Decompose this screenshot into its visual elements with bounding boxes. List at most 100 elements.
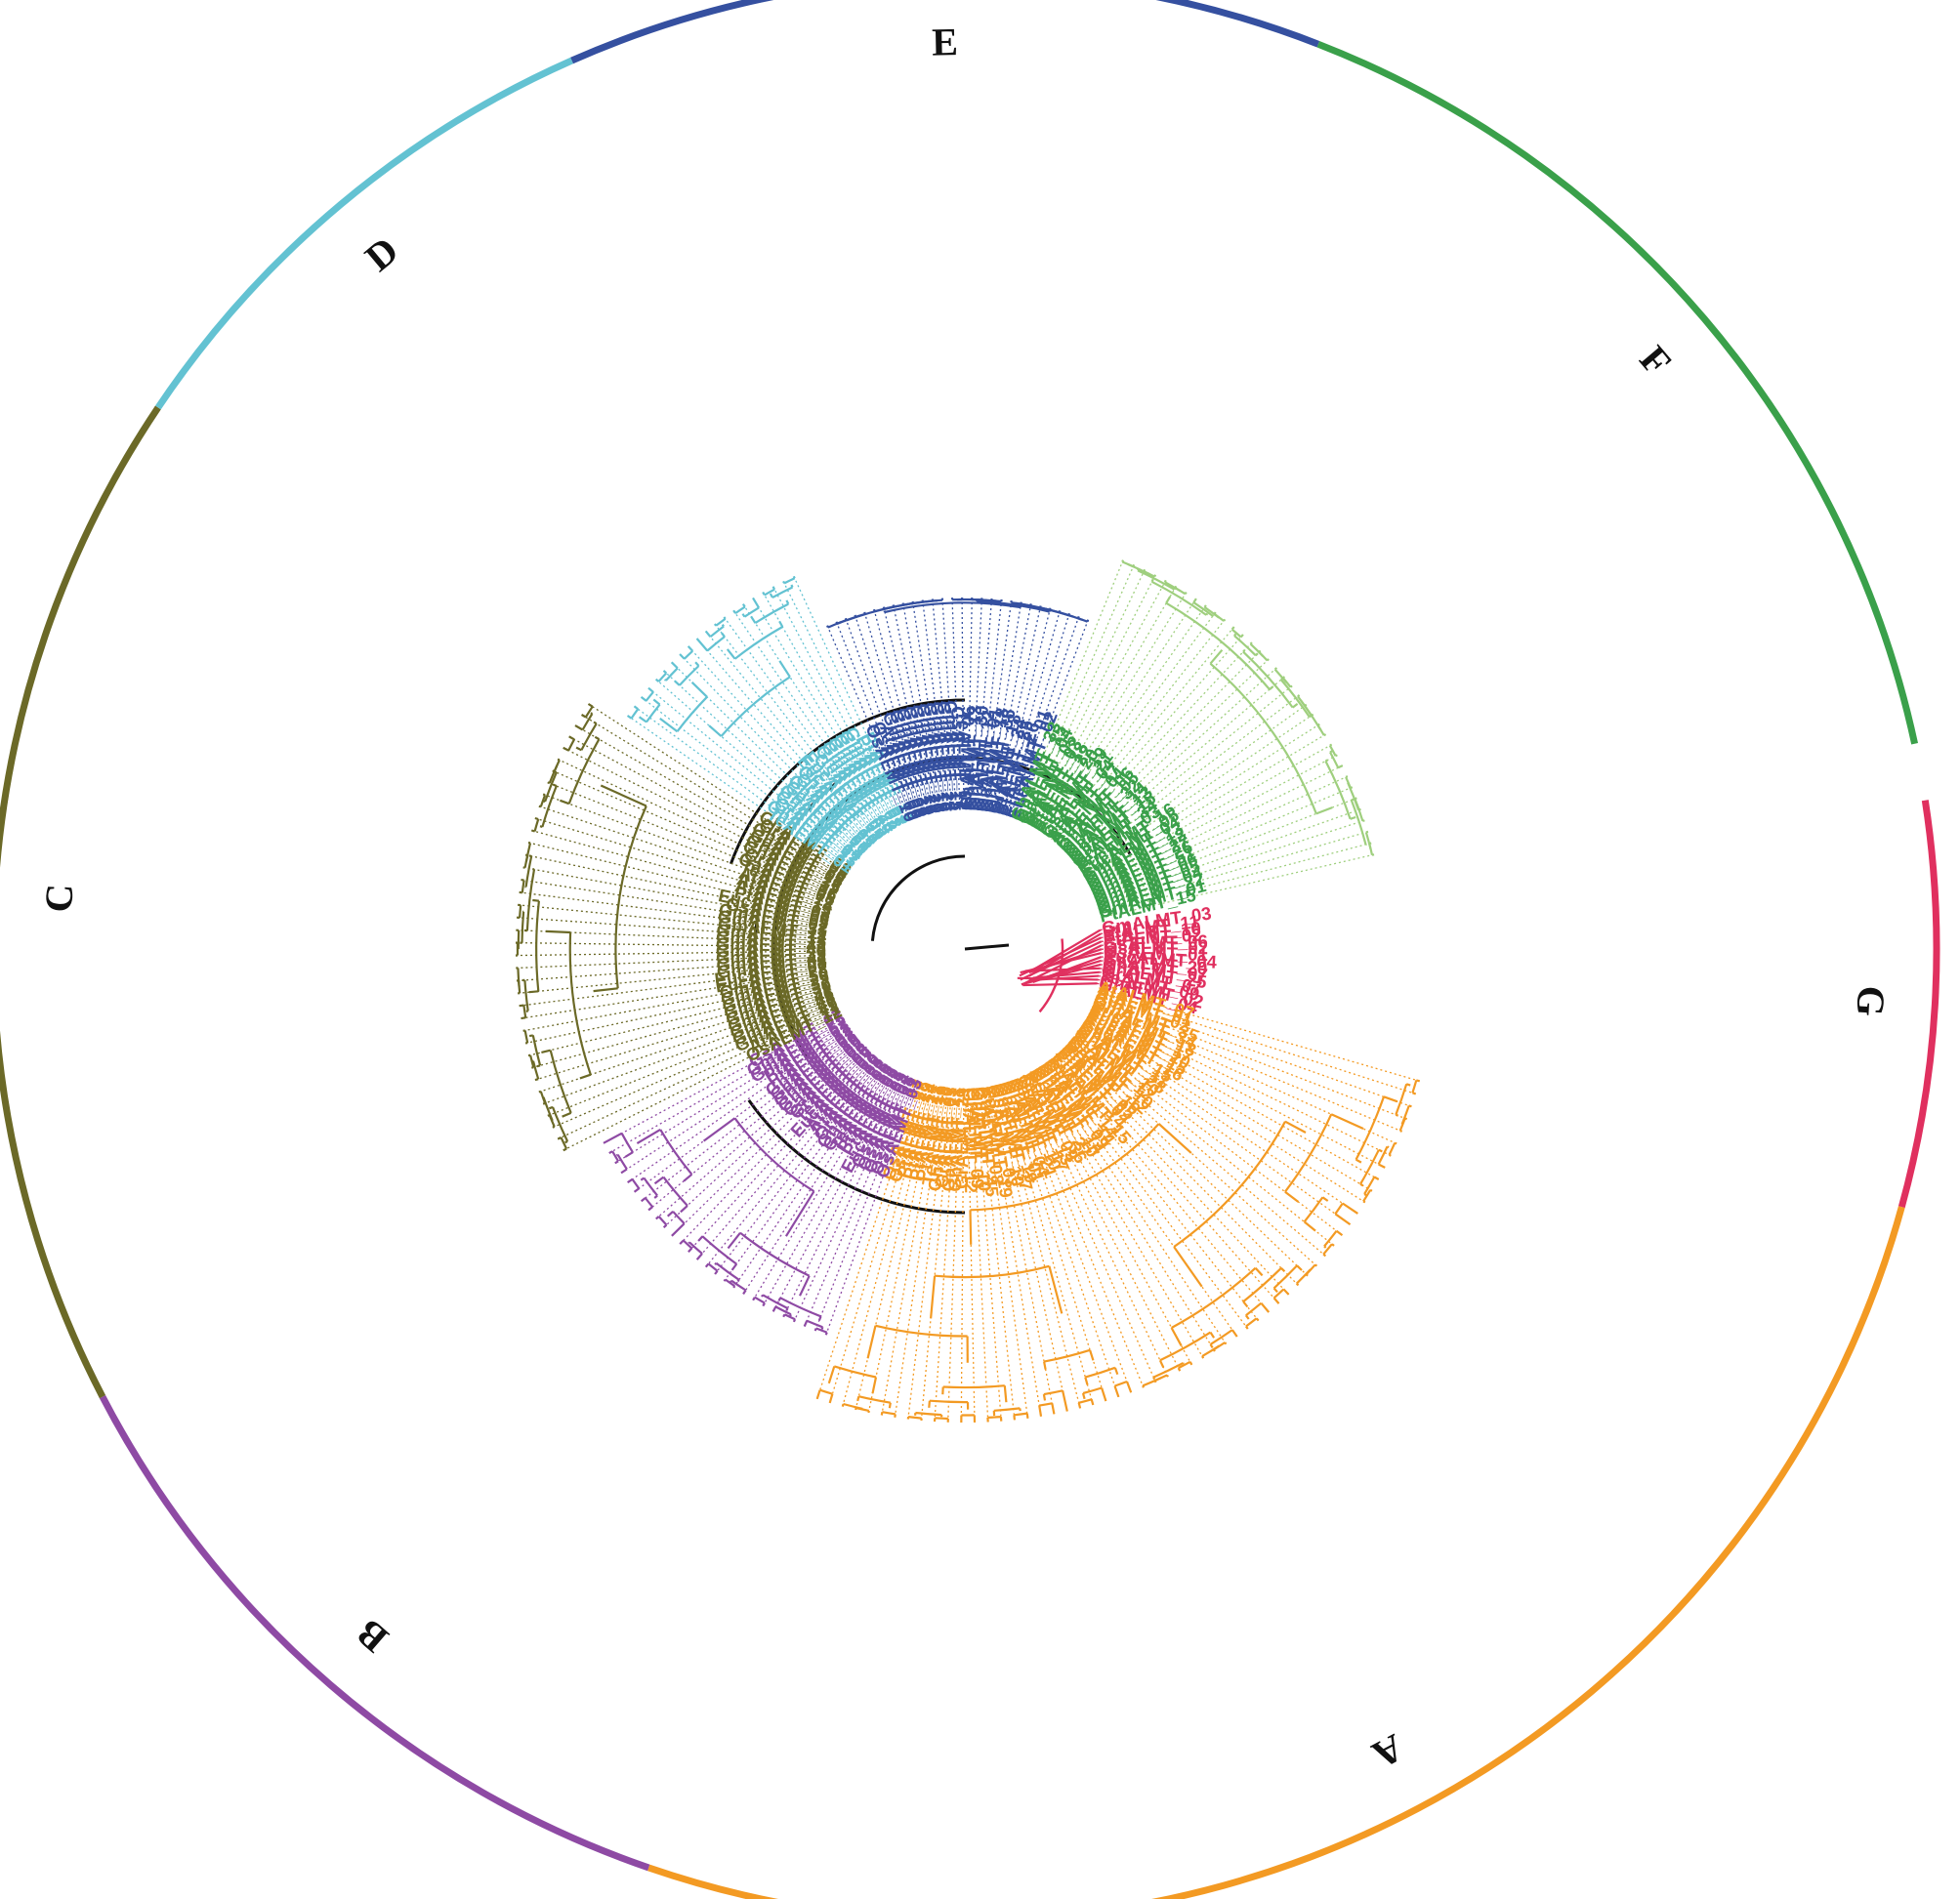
leaf-connector: [814, 1077, 915, 1332]
leaf-connector: [947, 1087, 961, 1423]
branch: [977, 599, 1050, 613]
branch: [1321, 1196, 1329, 1202]
branch: [1213, 612, 1225, 622]
branch: [875, 1324, 968, 1338]
leaf-connector: [1033, 586, 1177, 830]
leaf-connector: [1013, 1078, 1132, 1393]
leaf-connector: [1030, 580, 1167, 828]
leaf-connector: [679, 653, 869, 850]
branch: [1114, 1380, 1128, 1387]
leaf-connector: [655, 1040, 861, 1219]
branch: [523, 1030, 529, 1044]
branch: [1368, 843, 1374, 855]
branch: [653, 1194, 658, 1199]
branch: [663, 679, 667, 681]
leaf-connector: [732, 1062, 888, 1289]
branch: [915, 1411, 942, 1417]
branch: [590, 712, 593, 716]
leaf-connector: [907, 1086, 949, 1420]
branch: [771, 586, 793, 599]
branch: [1014, 1412, 1027, 1417]
leaf-connector: [1098, 978, 1101, 981]
branch: [636, 1128, 661, 1145]
leaf-connector: [1062, 650, 1262, 851]
leaf-connector: [960, 1087, 965, 1424]
branch: [1003, 1385, 1008, 1403]
leaf-connector: [804, 1076, 912, 1327]
branch: [1020, 940, 1103, 981]
branch: [785, 1307, 789, 1311]
clade-arc-f: [1316, 40, 1919, 745]
leaf-connector: [835, 621, 915, 821]
leaf-connector: [525, 853, 830, 921]
leaf-connector: [1069, 1038, 1326, 1257]
clade-arc-g: [1897, 800, 1940, 1209]
leaf-connector: [1026, 574, 1156, 826]
leaf-connector: [782, 1073, 904, 1317]
branch: [678, 665, 700, 686]
leaf-connector: [971, 598, 983, 811]
branch: [1205, 612, 1209, 616]
clade-label-b: B: [348, 1611, 396, 1662]
leaf-connector: [1081, 1022, 1366, 1204]
leaf-label: GrALMT_09: [963, 1087, 988, 1189]
leaf-label: GsALMT_06: [1104, 930, 1208, 954]
branch: [1212, 614, 1215, 617]
clade-label-g: G: [1848, 985, 1894, 1018]
leaf-connector: [641, 1033, 856, 1202]
branch: [789, 1313, 792, 1317]
leaf-connector: [1087, 1012, 1386, 1169]
leaf-connector: [854, 614, 923, 818]
leaf-connector: [967, 1087, 976, 1423]
leaf-connector: [641, 696, 856, 865]
leaf-connector: [990, 1085, 1056, 1415]
branch: [548, 1105, 554, 1110]
clade-arc-c: [0, 405, 161, 1399]
clade-arc-e: [570, 0, 1320, 64]
branch: [1048, 1265, 1063, 1314]
branch: [1192, 601, 1214, 617]
branch: [519, 904, 522, 918]
leaf-connector: [688, 645, 872, 847]
backbone: [964, 943, 1010, 951]
backbone: [753, 737, 966, 1022]
leaf-connector: [627, 715, 852, 871]
branch: [683, 649, 693, 660]
leaf-connector: [552, 1003, 838, 1129]
branch: [600, 784, 647, 807]
leaf-connector: [911, 600, 945, 812]
leaf-connector: [961, 597, 965, 811]
leaf-connector: [1020, 1075, 1157, 1383]
leaf-connector: [542, 996, 835, 1105]
branch: [643, 1177, 658, 1197]
leaf-label: GsALMT_17: [947, 706, 972, 811]
branch: [631, 1178, 641, 1189]
leaf-connector: [518, 904, 827, 936]
branch: [562, 1111, 572, 1118]
leaf-connector: [971, 1087, 989, 1423]
leaf-connector: [1033, 1068, 1204, 1359]
branch: [882, 1411, 896, 1416]
branch: [907, 1416, 922, 1420]
leaf-label: GaALMT_06: [956, 706, 979, 810]
leaf-connector: [1037, 1066, 1216, 1352]
branch: [1137, 569, 1175, 591]
leaf-connector: [1023, 569, 1146, 824]
branch: [1323, 1245, 1327, 1249]
branch: [652, 698, 661, 706]
branch: [1020, 952, 1103, 974]
leaf-connector: [842, 1083, 931, 1407]
branch: [734, 605, 746, 615]
leaf-connector: [986, 1086, 1042, 1417]
backbone: [870, 854, 966, 941]
branch: [593, 987, 618, 993]
leaf-connector: [1040, 598, 1197, 834]
branch: [1242, 650, 1294, 709]
branch: [754, 602, 789, 625]
leaf-connector: [1097, 990, 1416, 1095]
branch: [774, 1305, 792, 1316]
branch: [1279, 679, 1311, 718]
leaf-connector: [1050, 1056, 1260, 1322]
branch: [720, 676, 791, 737]
